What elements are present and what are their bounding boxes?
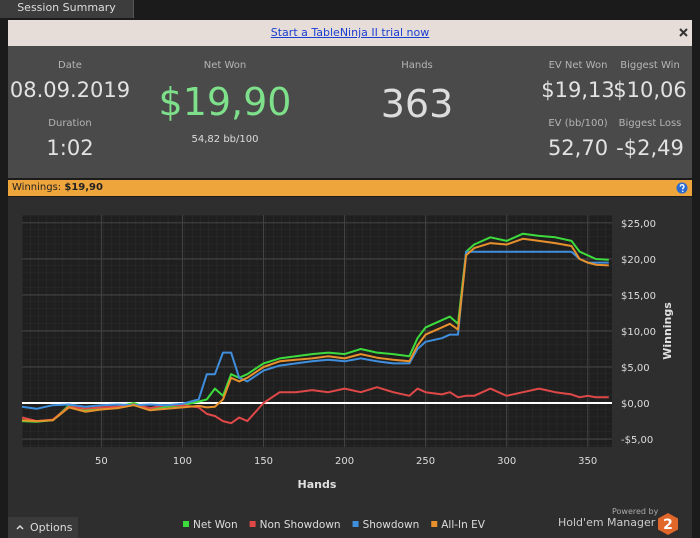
legend-swatch: [249, 521, 256, 527]
y-tick-label: $15,00: [621, 291, 656, 302]
date-label: Date: [58, 60, 82, 71]
x-tick-label: 200: [335, 456, 354, 467]
chart: Hands Winnings -$5,00 $0,00 $5,00 $10,00 $15…: [8, 197, 692, 538]
winnings-value: $19,90: [64, 182, 103, 193]
brand-name: Hold'em Manager: [558, 516, 656, 529]
net-won-label: Net Won: [203, 60, 247, 71]
y-tick-label: $10,00: [621, 327, 656, 338]
winnings-bar: Winnings: $19,90: [8, 180, 692, 196]
trial-link[interactable]: Start a TableNinja II trial now: [270, 26, 430, 39]
y-tick-label: $20,00: [621, 255, 656, 266]
y-tick-label: $0,00: [621, 399, 650, 410]
options-button[interactable]: Options: [8, 517, 78, 538]
brand-badge-text: 2: [663, 517, 673, 533]
duration-value: 1:02: [46, 136, 94, 160]
date-value: 08.09.2019: [9, 78, 131, 102]
legend-label: All-In EV: [441, 519, 486, 531]
legend-label: Net Won: [193, 519, 238, 531]
x-tick-label: 150: [254, 456, 273, 467]
hands-value: 363: [380, 82, 454, 126]
net-won-sub: 54,82 bb/100: [191, 134, 259, 145]
x-tick-label: 300: [497, 456, 516, 467]
biggest-win-value: $10,06: [613, 78, 687, 102]
legend-swatch: [352, 521, 359, 527]
options-label: Options: [30, 521, 73, 534]
legend-swatch: [183, 521, 189, 527]
x-tick-label: 50: [95, 456, 108, 467]
banner: Start a TableNinja II trial now: [8, 20, 692, 46]
x-tick-label: 250: [416, 456, 435, 467]
help-icon[interactable]: [676, 182, 688, 194]
y-tick-label: -$5,00: [621, 435, 653, 446]
ev-bb-label: EV (bb/100): [548, 118, 608, 129]
ev-bb-value: 52,70: [547, 136, 609, 160]
biggest-win-label: Biggest Win: [620, 60, 680, 71]
x-tick-label: 350: [578, 456, 597, 467]
net-won-value: $19,90: [158, 80, 292, 124]
stats-panel: Date 08.09.2019 Duration 1:02 Net Won $1…: [8, 46, 692, 178]
tab[interactable]: Session Summary: [0, 0, 134, 18]
series-line: [21, 237, 609, 423]
brand-badge: 2: [658, 513, 678, 535]
legend-label: Non Showdown: [260, 519, 341, 531]
series-line: [21, 250, 609, 410]
ev-net-won-label: EV Net Won: [548, 60, 608, 71]
close-icon[interactable]: [679, 28, 688, 37]
winnings-label: Winnings:: [12, 182, 62, 193]
x-axis-title: Hands: [298, 478, 337, 491]
duration-label: Duration: [48, 118, 92, 129]
legend-swatch: [431, 521, 438, 527]
y-axis-title: Winnings: [661, 302, 674, 360]
y-tick-label: $5,00: [621, 363, 650, 374]
caret-icon: [16, 524, 24, 530]
ev-net-won-value: $19,13: [541, 78, 615, 102]
legend-label: Showdown: [363, 519, 420, 531]
powered-by: Powered by: [612, 507, 659, 516]
y-tick-label: $25,00: [621, 219, 656, 230]
biggest-loss-label: Biggest Loss: [618, 118, 682, 129]
x-tick-label: 100: [173, 456, 192, 467]
biggest-loss-value: -$2,49: [616, 136, 684, 160]
hands-label: Hands: [401, 60, 433, 71]
